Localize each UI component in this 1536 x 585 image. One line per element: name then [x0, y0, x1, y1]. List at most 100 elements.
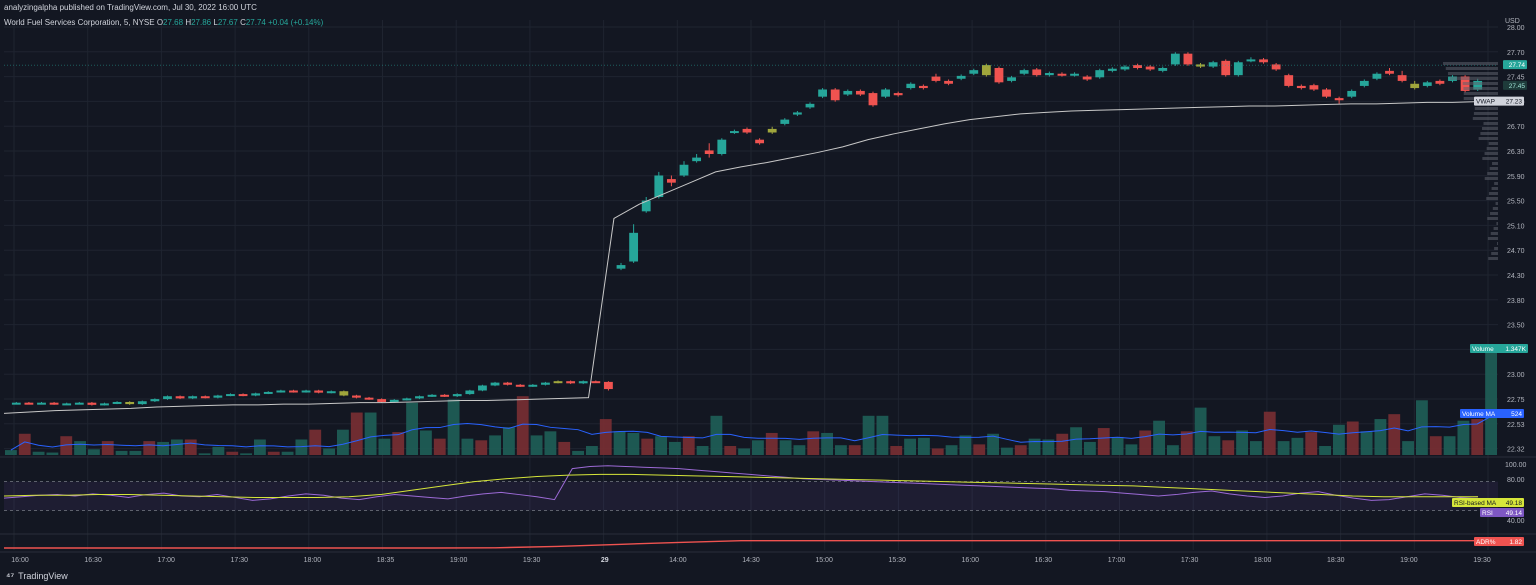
- volume-profile-bar: [1445, 67, 1498, 70]
- volume-bar: [558, 441, 571, 455]
- volume-bar: [821, 432, 833, 455]
- y-tick-label: 28.00: [1507, 25, 1525, 32]
- volume-bar: [1485, 345, 1497, 455]
- volume-bar: [1429, 436, 1442, 455]
- volume-bar: [1333, 424, 1345, 455]
- volume-profile-bar: [1487, 172, 1498, 175]
- x-tick-label: 17:30: [1181, 557, 1199, 564]
- volume-bar: [1291, 437, 1304, 455]
- x-tick-label: 29: [601, 557, 609, 564]
- x-tick-label: 19:30: [1473, 557, 1491, 564]
- low-value: 27.67: [217, 18, 238, 27]
- candle-body: [1385, 70, 1394, 74]
- candle-body: [830, 89, 840, 101]
- rsi-ma-tag-label: RSI-based MA: [1454, 500, 1497, 507]
- candle-body: [1246, 59, 1256, 62]
- candle-body: [667, 179, 676, 183]
- volume-bar: [198, 453, 211, 455]
- open-value: 27.68: [163, 18, 184, 27]
- volume-bar: [738, 448, 750, 455]
- volume-bar: [503, 427, 515, 455]
- volume-bar: [987, 433, 999, 455]
- volume-bar: [1277, 441, 1290, 455]
- volume-profile-bar: [1487, 217, 1498, 220]
- volume-bar: [1457, 420, 1470, 455]
- rsi-tick-label: 80.00: [1507, 477, 1525, 484]
- tradingview-brand[interactable]: ⁴⁷ TradingView: [6, 571, 68, 581]
- open-label: O: [156, 18, 164, 27]
- volume-bar: [1125, 444, 1138, 455]
- candle-body: [125, 401, 135, 405]
- volume-profile-bar: [1463, 87, 1498, 90]
- volume-bar: [613, 431, 626, 455]
- x-tick-label: 18:35: [377, 557, 395, 564]
- candle-body: [62, 403, 72, 406]
- candle-body: [616, 265, 626, 269]
- volume-bar: [212, 446, 225, 455]
- volume-bar: [323, 448, 335, 455]
- candle-body: [692, 157, 702, 162]
- volume-bar: [1222, 440, 1235, 455]
- candle-body: [377, 399, 387, 402]
- candle-body: [87, 402, 97, 405]
- volume-bar: [171, 439, 183, 455]
- volume-bar: [682, 436, 695, 455]
- volume-bar: [88, 449, 100, 455]
- volume-profile-bar: [1447, 72, 1498, 75]
- volume-profile-bar: [1487, 237, 1498, 240]
- volume-bar: [641, 438, 654, 455]
- candle-body: [1196, 64, 1205, 67]
- volume-bar: [364, 412, 377, 455]
- candle-body: [1284, 75, 1294, 86]
- candle-body: [1221, 60, 1231, 76]
- candle-body: [402, 398, 412, 401]
- symbol-legend: World Fuel Services Corporation, 5, NYSE…: [4, 18, 323, 27]
- adr-tag-label: ADR%: [1476, 539, 1496, 546]
- candle-body: [931, 76, 941, 81]
- candle-body: [981, 65, 991, 76]
- volume-bar: [74, 441, 86, 455]
- volume-profile-bar: [1483, 122, 1498, 125]
- volume-profile-bar: [1472, 117, 1498, 120]
- volume-profile-bar: [1474, 107, 1498, 110]
- volume-tag-bg: [1470, 344, 1528, 353]
- volume-bar: [101, 441, 114, 455]
- volume-bar: [46, 452, 59, 455]
- adr-tag-value: 1.82: [1509, 539, 1522, 546]
- volume-profile-bar: [1463, 92, 1498, 95]
- candle-body: [263, 391, 273, 394]
- volume-bar: [655, 436, 667, 455]
- volume-ma-tag-label: Volume MA: [1462, 411, 1496, 418]
- x-tick-label: 18:00: [304, 557, 322, 564]
- vwap-price-tag-label: VWAP: [1476, 99, 1495, 106]
- candle-body: [503, 382, 513, 385]
- volume-bar: [295, 439, 308, 455]
- volume-bar: [350, 412, 363, 455]
- y-tick-label: 27.45: [1507, 75, 1525, 82]
- candle-body: [906, 83, 916, 89]
- volume-profile-bar: [1488, 142, 1498, 145]
- candle-body: [1271, 64, 1281, 70]
- candle-body: [1347, 90, 1357, 97]
- candle-body: [994, 68, 1004, 83]
- volume-bar: [1042, 439, 1055, 455]
- volume-bar: [1388, 414, 1401, 455]
- high-label: H: [185, 18, 192, 27]
- candle-body: [956, 75, 966, 79]
- y-tick-label: 22.32: [1507, 447, 1525, 454]
- y-tick-label: 27.70: [1507, 50, 1525, 57]
- volume-bar: [226, 451, 239, 455]
- volume-bar: [489, 435, 501, 455]
- volume-bar: [1001, 447, 1013, 455]
- candle-body: [881, 89, 890, 97]
- volume-bar: [240, 453, 252, 455]
- volume-bar: [115, 450, 128, 455]
- close-label: C: [240, 18, 246, 27]
- x-tick-label: 19:00: [450, 557, 468, 564]
- volume-bar: [1319, 446, 1331, 455]
- y-tick-label: 24.70: [1507, 248, 1525, 255]
- volume-bar: [1167, 445, 1179, 455]
- volume-bar: [807, 431, 820, 455]
- candle-body: [755, 139, 765, 144]
